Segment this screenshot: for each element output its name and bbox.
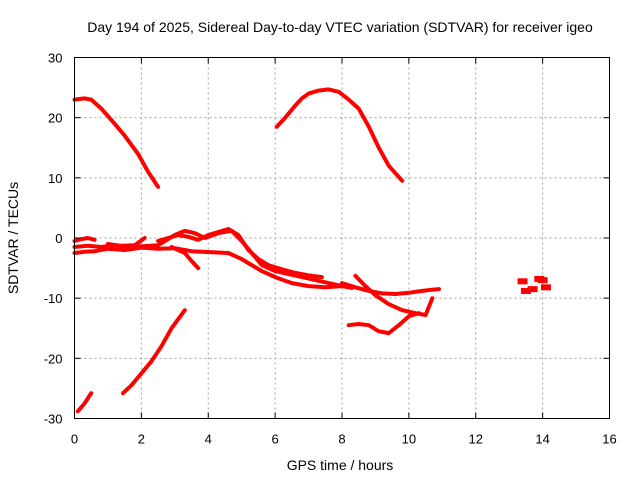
series-arc-2 <box>75 391 94 414</box>
data-point <box>534 275 545 282</box>
x-tick-label: 8 <box>338 432 345 447</box>
series-arc-5 <box>72 245 354 290</box>
series-arc-11 <box>340 281 441 296</box>
y-tick-label: 30 <box>48 51 62 66</box>
series-cluster-14 <box>517 275 551 294</box>
series-arc-10 <box>105 236 147 248</box>
y-tick-label: 20 <box>48 111 62 126</box>
y-tick-label: 0 <box>55 231 62 246</box>
series-arc-3 <box>121 308 187 396</box>
data-series <box>72 87 551 414</box>
y-tick-label: -30 <box>44 412 63 427</box>
y-tick-label: 10 <box>48 171 62 186</box>
series-arc-4 <box>274 87 405 183</box>
data-point <box>540 284 551 291</box>
x-tick-label: 0 <box>71 432 78 447</box>
x-tick-label: 4 <box>205 432 212 447</box>
grid <box>74 57 610 419</box>
data-point <box>527 286 538 293</box>
series-arc-13 <box>346 311 421 336</box>
data-point <box>520 287 531 294</box>
axis-ticks: 0 2 4 6 8 10 12 14 16 -30 -20 -10 0 10 20 30 <box>44 51 617 447</box>
data-point <box>517 278 528 285</box>
chart-title: Day 194 of 2025, Sidereal Day-to-day VTE… <box>87 19 593 35</box>
series-arc-1 <box>72 96 161 189</box>
x-tick-label: 12 <box>469 432 483 447</box>
y-tick-label: -10 <box>44 291 63 306</box>
series-arc-9 <box>72 236 97 243</box>
x-tick-label: 16 <box>602 432 616 447</box>
series-arc-8 <box>169 245 201 271</box>
series-arc-7 <box>156 227 324 280</box>
x-axis-label: GPS time / hours <box>287 457 394 473</box>
x-tick-label: 14 <box>535 432 549 447</box>
y-tick-label: -20 <box>44 351 63 366</box>
x-tick-label: 10 <box>402 432 416 447</box>
series-arc-12 <box>353 273 435 317</box>
y-axis-label: SDTVAR / TECUs <box>5 182 21 294</box>
x-tick-label: 2 <box>138 432 145 447</box>
x-tick-label: 6 <box>272 432 279 447</box>
